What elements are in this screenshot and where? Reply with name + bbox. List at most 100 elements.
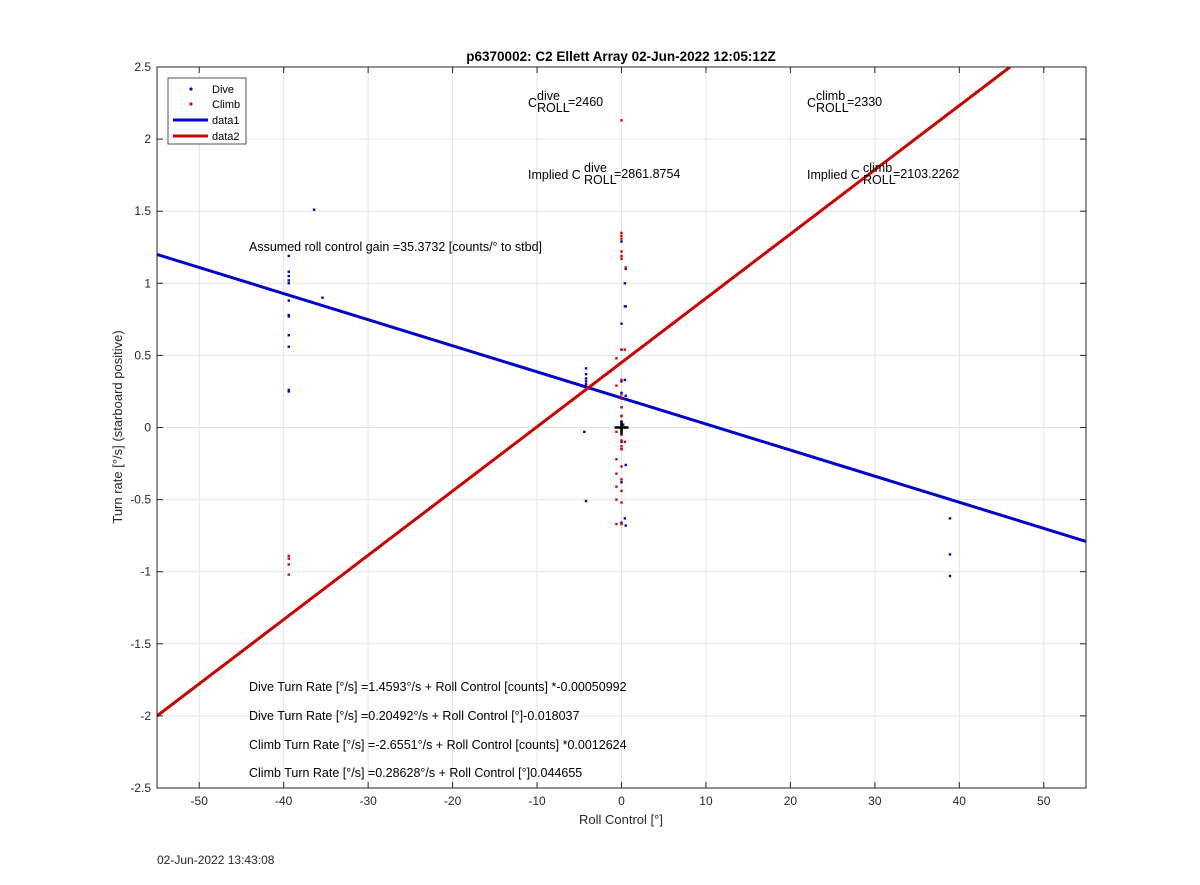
legend-label-data1: data1 [212,115,240,127]
point-climb [615,430,618,434]
y-tick-label: 1.5 [134,204,151,218]
axis-ticks: -50 -40 -30 -20 -10 0 10 20 30 40 50-2.5-2-1.5-1-0… [130,60,1086,808]
point-dive [584,383,588,386]
point-dive [287,390,290,393]
y-tick-label: 1 [144,276,151,290]
y-tick-label: -1.5 [130,637,151,651]
point-climb [620,250,623,253]
point-climb [620,447,623,451]
x-tick-label: 0 [618,794,625,808]
x-tick-label: 50 [1037,794,1051,808]
point-dive [620,521,623,524]
point-dive [287,334,290,337]
y-tick-label: 0.5 [134,348,151,362]
point-climb [620,254,623,258]
point-climb [620,348,623,351]
legend-label-climb: Climb [212,99,240,111]
point-climb [620,489,623,493]
svg-text:=2330: =2330 [847,95,882,109]
point-dive [620,322,623,325]
x-tick-label: -30 [359,794,377,808]
svg-text:ROLL: ROLL [816,101,849,115]
point-dive [948,553,952,556]
x-tick-label: 30 [868,794,882,808]
point-dive [948,517,952,520]
point-climb [615,498,618,501]
point-climb [620,414,623,418]
point-dive [287,282,290,285]
point-dive [620,240,623,243]
point-dive [624,524,627,527]
svg-text:=2103.2262: =2103.2262 [893,167,959,181]
x-tick-label: -10 [528,794,546,808]
point-climb [623,348,627,351]
point-dive [623,378,627,382]
svg-text:C: C [807,96,816,110]
point-dive [584,367,588,370]
legend-marker-dive [189,87,193,91]
point-dive [621,423,625,426]
annotation-eq-dive-degrees: Dive Turn Rate [°/s] =0.20492°/s + Roll … [249,709,579,723]
point-climb [620,234,623,237]
x-axis-label: Roll Control [°] [579,812,663,827]
point-climb [615,357,618,360]
point-climb [620,465,623,468]
annotation-eq-climb-degrees: Climb Turn Rate [°/s] =0.28628°/s + Roll… [249,766,582,780]
point-climb [287,554,290,558]
point-climb [623,440,627,444]
point-climb [620,445,623,448]
point-climb [620,501,623,504]
legend-box [167,77,247,145]
svg-text:ROLL: ROLL [584,173,617,187]
legend-label-data2: data2 [212,131,240,143]
y-tick-label: -2 [140,709,151,723]
point-climb [620,257,623,260]
y-tick-label: 0 [144,421,151,435]
point-dive [287,279,290,282]
point-dive [620,380,623,383]
annotation-implied-dive: Implied C dive ROLL =2861.8754 [528,161,680,187]
point-climb [620,393,623,396]
svg-text:=2460: =2460 [568,95,603,109]
point-dive [287,254,290,258]
point-climb [615,472,618,475]
point-dive [287,274,290,278]
point-climb [615,522,618,526]
point-dive [583,430,586,434]
point-climb [287,557,290,560]
y-tick-label: 2 [144,132,151,146]
svg-text:C: C [528,96,537,110]
svg-text:ROLL: ROLL [537,101,570,115]
point-dive [620,481,623,484]
point-climb [620,378,623,382]
chart-title: p6370002: C2 Ellett Array 02-Jun-2022 12… [466,49,775,64]
point-climb [620,119,623,122]
point-climb [287,563,290,566]
point-climb [620,439,623,442]
annotation-eq-climb-counts: Climb Turn Rate [°/s] =-2.6551°/s + Roll… [249,738,627,752]
svg-text:dive: dive [537,89,560,103]
point-dive [321,296,324,299]
y-tick-label: -1 [140,565,151,579]
legend-marker-climb [189,102,193,106]
point-climb [287,573,290,576]
point-dive [584,372,588,376]
svg-text:Implied C: Implied C [807,168,860,182]
x-tick-label: 10 [699,794,713,808]
svg-text:Implied C: Implied C [528,168,581,182]
x-tick-label: -20 [444,794,462,808]
annotation-implied-climb: Implied C climb ROLL =2103.2262 [807,161,959,187]
point-dive [624,463,627,467]
x-tick-label: -50 [191,794,209,808]
point-climb [615,458,618,461]
point-climb [620,397,623,400]
point-dive [287,315,290,318]
annotation-gain: Assumed roll control gain =35.3732 [coun… [249,240,542,254]
annotation-c-climb: C climb ROLL =2330 [807,89,882,115]
svg-text:dive: dive [584,161,607,175]
series-line-data2 [157,67,1011,718]
point-dive [623,517,627,520]
point-dive [287,313,290,317]
point-dive [624,305,627,308]
